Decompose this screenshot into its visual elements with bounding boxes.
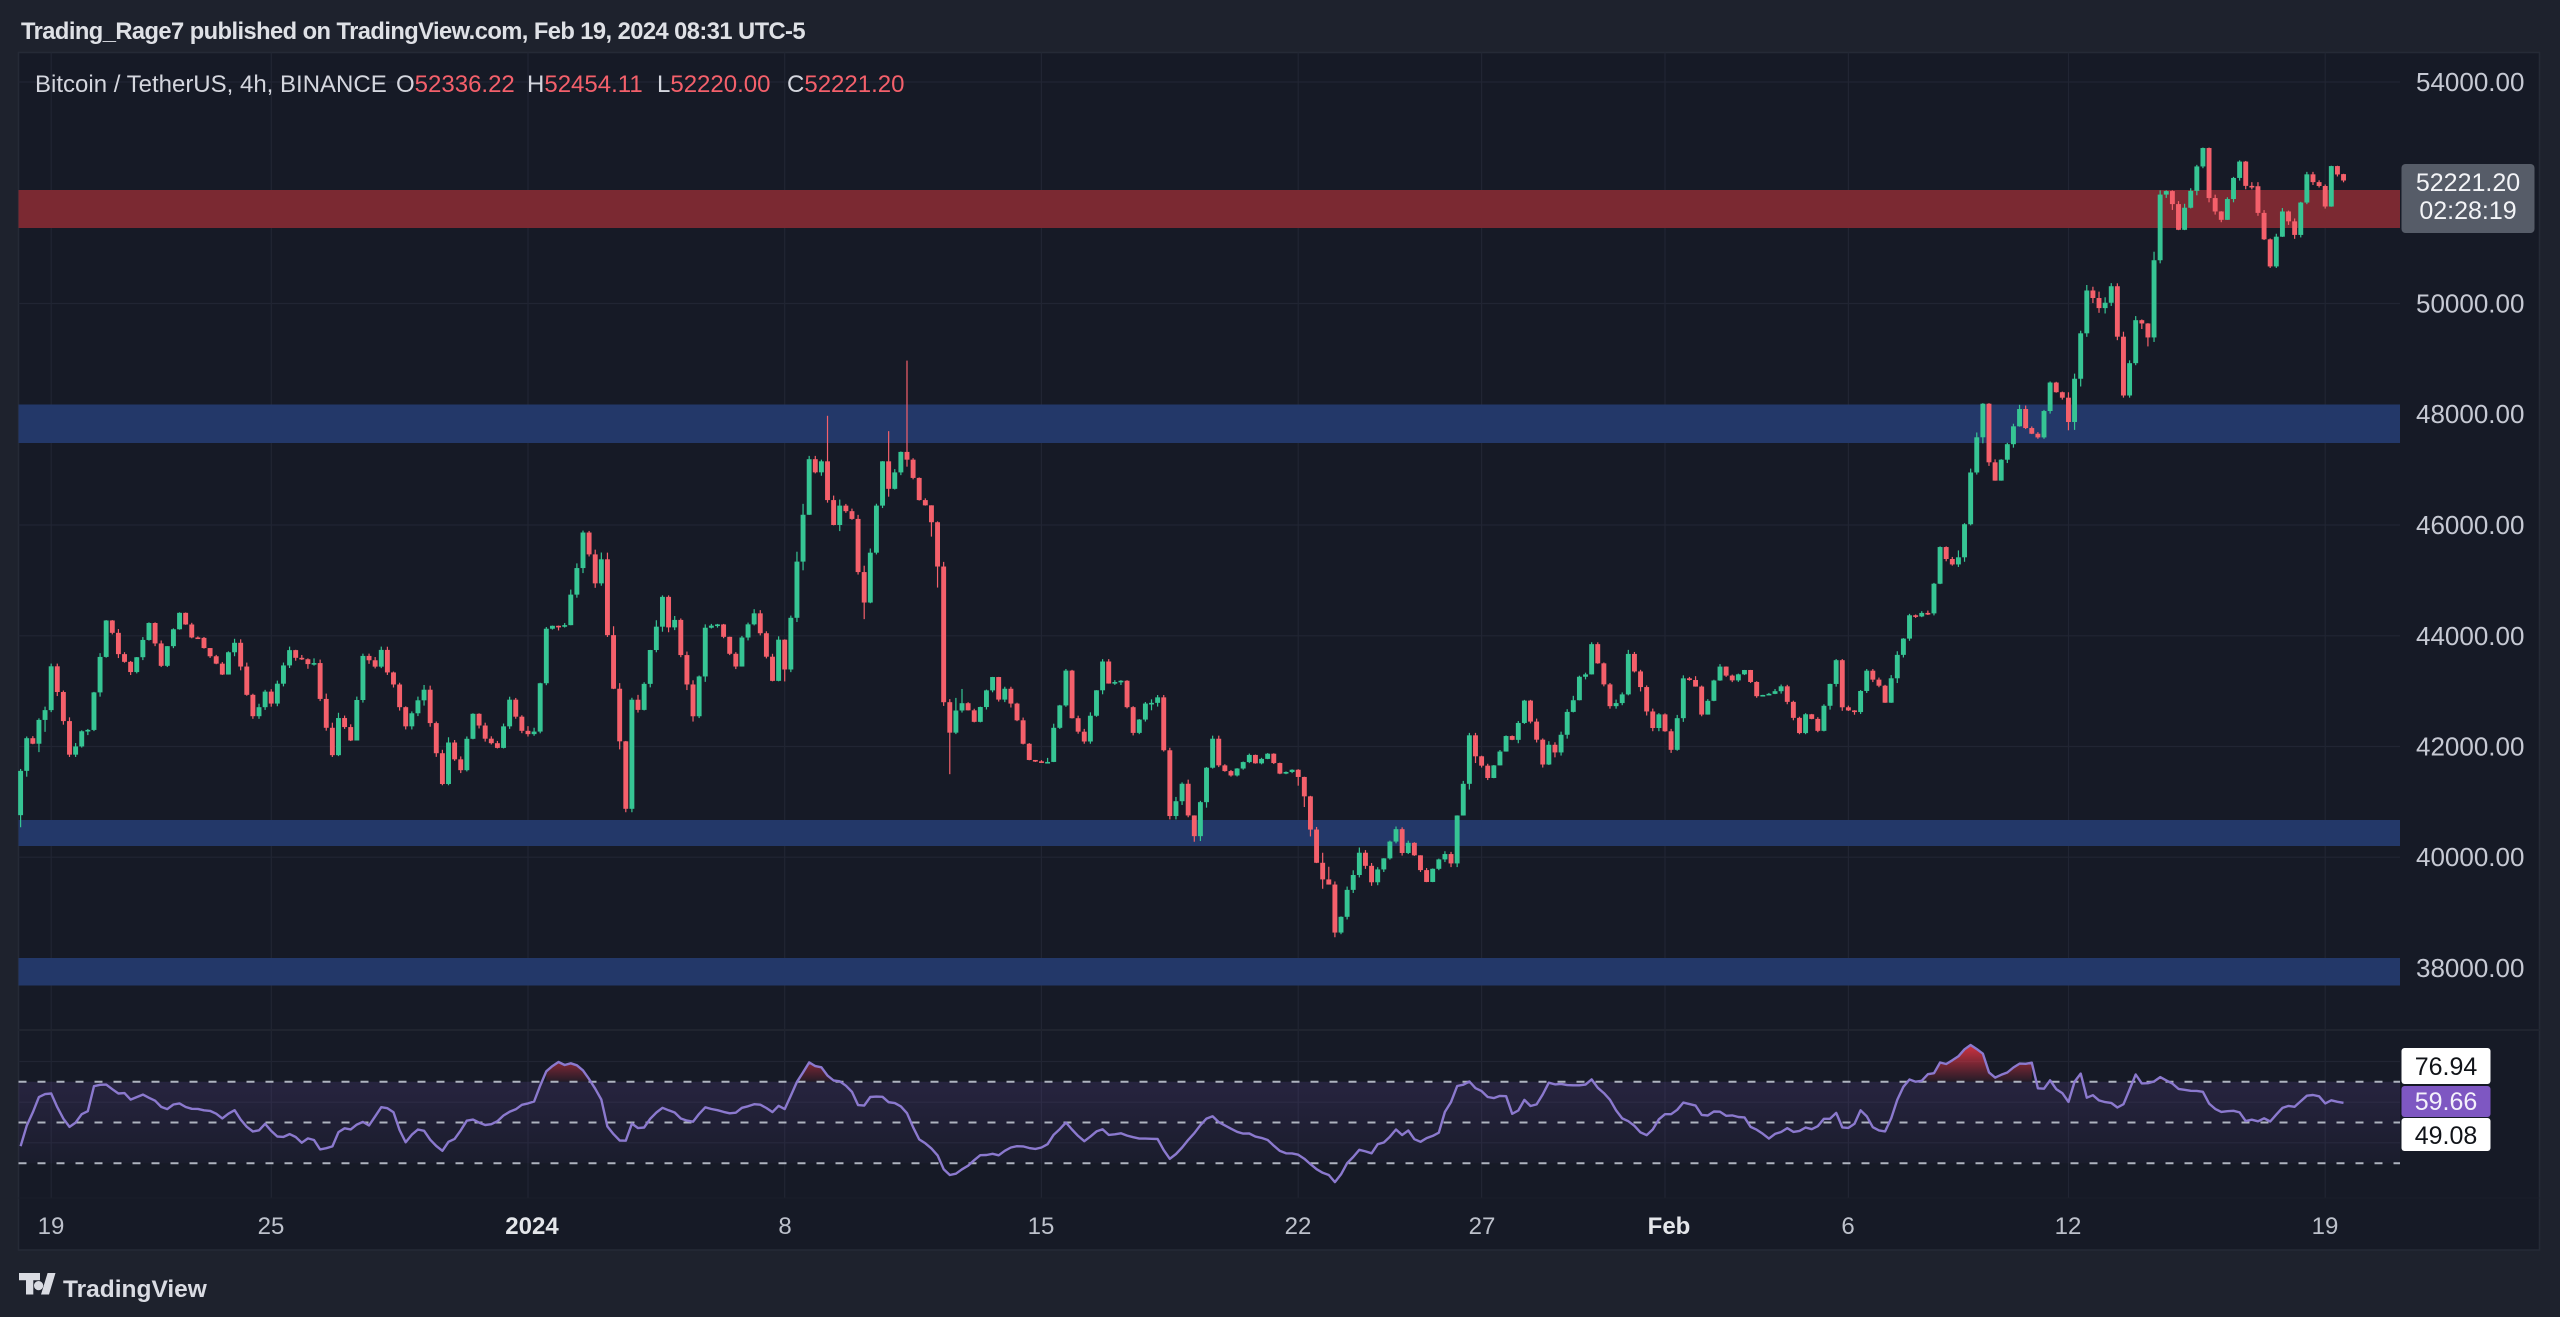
svg-text:2024: 2024 [505, 1213, 559, 1240]
svg-text:19: 19 [38, 1213, 65, 1240]
svg-text:76.94: 76.94 [2415, 1053, 2478, 1081]
svg-text:C52221.20: C52221.20 [787, 71, 904, 98]
svg-text:50000.00: 50000.00 [2416, 289, 2524, 319]
svg-text:02:28:19: 02:28:19 [2419, 197, 2516, 225]
svg-text:38000.00: 38000.00 [2416, 953, 2524, 983]
svg-text:Feb: Feb [1648, 1213, 1691, 1240]
svg-text:8: 8 [778, 1213, 791, 1240]
svg-text:H52454.11: H52454.11 [527, 71, 643, 98]
svg-text:40000.00: 40000.00 [2416, 842, 2524, 872]
svg-text:L52220.00: L52220.00 [657, 71, 770, 98]
svg-text:15: 15 [1028, 1213, 1055, 1240]
svg-text:27: 27 [1469, 1213, 1496, 1240]
svg-text:25: 25 [258, 1213, 285, 1240]
svg-text:52221.20: 52221.20 [2416, 169, 2520, 197]
svg-text:O52336.22: O52336.22 [396, 71, 515, 98]
svg-text:22: 22 [1285, 1213, 1312, 1240]
svg-text:Trading_Rage7 published on Tra: Trading_Rage7 published on TradingView.c… [21, 19, 805, 45]
svg-text:49.08: 49.08 [2415, 1122, 2478, 1150]
svg-text:59.66: 59.66 [2415, 1088, 2478, 1116]
svg-text:42000.00: 42000.00 [2416, 732, 2524, 762]
svg-text:12: 12 [2055, 1213, 2082, 1240]
svg-text:44000.00: 44000.00 [2416, 621, 2524, 651]
svg-text:Bitcoin / TetherUS, 4h, BINANC: Bitcoin / TetherUS, 4h, BINANCE [35, 71, 387, 98]
svg-text:54000.00: 54000.00 [2416, 67, 2524, 97]
svg-text:6: 6 [1841, 1213, 1854, 1240]
svg-text:19: 19 [2312, 1213, 2339, 1240]
svg-text:46000.00: 46000.00 [2416, 510, 2524, 540]
svg-text:48000.00: 48000.00 [2416, 399, 2524, 429]
svg-text:TradingView: TradingView [63, 1276, 208, 1303]
